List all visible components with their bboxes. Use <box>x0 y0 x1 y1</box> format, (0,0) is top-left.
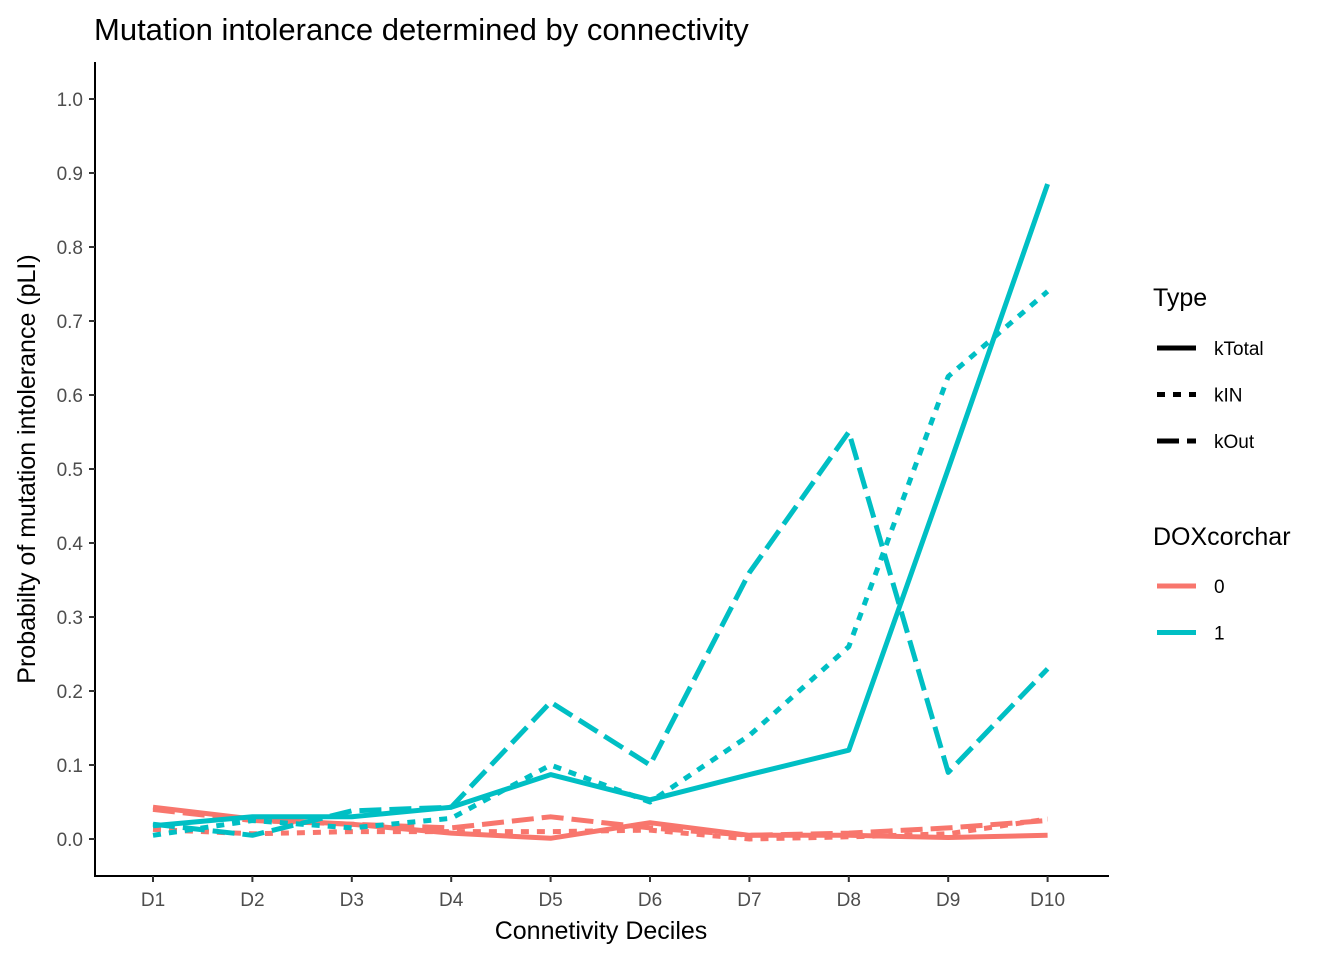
y-tick-label: 0.2 <box>57 682 83 703</box>
y-tick-label: 0.9 <box>57 164 83 185</box>
chart-title: Mutation intolerance determined by conne… <box>94 12 749 47</box>
y-tick-label: 0.5 <box>57 460 83 481</box>
x-tick-label: D9 <box>936 890 960 911</box>
x-tick-label: D7 <box>737 890 761 911</box>
y-tick-label: 0.3 <box>57 608 83 629</box>
legend-title-doxcorchar: DOXcorchar <box>1153 523 1291 551</box>
y-tick-label: 0.7 <box>57 312 83 333</box>
x-axis-ticks: D1 D2 D3 D4 D5 D6 D7 D8 D9 D10 <box>141 876 1065 911</box>
y-tick-label: 0.0 <box>57 830 83 851</box>
x-tick-label: D8 <box>837 890 861 911</box>
x-tick-label: D5 <box>538 890 562 911</box>
legend-label-kout: kOut <box>1214 432 1255 453</box>
legend-label-doxcorchar-1: 1 <box>1214 624 1225 645</box>
y-tick-label: 0.4 <box>57 534 84 555</box>
y-tick-label: 0.8 <box>57 238 83 259</box>
legend-label-doxcorchar-0: 0 <box>1214 577 1225 598</box>
type-legend-keys: kTotal kIN kOut <box>1157 339 1264 453</box>
legend-label-kin: kIN <box>1214 386 1243 407</box>
series-line-kout-1 <box>152 429 1050 838</box>
legend-title-type: Type <box>1153 284 1207 312</box>
legend-label-ktotal: kTotal <box>1214 339 1264 360</box>
series-line-ktotal-1 <box>152 183 1050 829</box>
y-tick-label: 0.6 <box>57 386 83 407</box>
color-legend-keys: 01 <box>1157 577 1225 645</box>
x-tick-label: D4 <box>439 890 464 911</box>
x-tick-label: D2 <box>240 890 264 911</box>
x-axis-title: Connetivity Deciles <box>495 917 708 945</box>
x-tick-label: D6 <box>638 890 662 911</box>
y-tick-label: 1.0 <box>57 90 83 111</box>
y-axis-title: Probabilty of mutation intolerance (pLI) <box>13 254 41 683</box>
series-line-kin-0 <box>152 816 1048 842</box>
series-lines <box>152 183 1050 842</box>
y-tick-label: 0.1 <box>57 756 83 777</box>
y-axis-ticks: 0.0 0.1 0.2 0.3 0.4 0.5 0.6 0.7 0.8 0.9 1.0 <box>57 90 95 851</box>
plot-area: 0.0 0.1 0.2 0.3 0.4 0.5 0.6 0.7 0.8 0.9 1.0 D1 D2 D3… <box>57 62 1109 911</box>
x-tick-label: D1 <box>141 890 165 911</box>
x-tick-label: D3 <box>340 890 364 911</box>
x-tick-label: D10 <box>1030 890 1065 911</box>
